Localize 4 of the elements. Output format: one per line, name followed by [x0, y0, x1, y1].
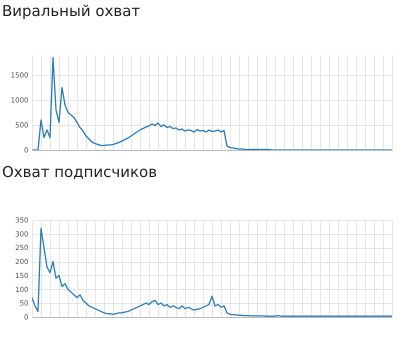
- chart-title: Охват подписчиков: [2, 163, 158, 181]
- line-series: [32, 228, 392, 317]
- line-series: [32, 56, 392, 150]
- chart-title: Виральный охват: [2, 2, 140, 20]
